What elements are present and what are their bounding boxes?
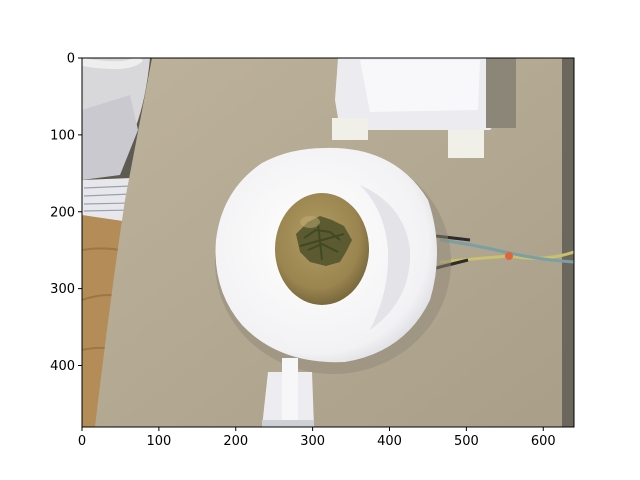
x-axis: 0 100 200 300 400 500 600: [78, 427, 556, 449]
y-tick-label: 200: [50, 205, 75, 220]
top-fixture-foot-right: [448, 130, 484, 158]
top-fixture-foot-left: [332, 118, 368, 140]
top-fixture-shadow: [486, 58, 516, 128]
wire-blue: [439, 238, 574, 264]
y-tick-label: 100: [50, 128, 75, 143]
x-tick-label: 500: [454, 434, 479, 449]
potato-sprout-detail: [299, 223, 345, 261]
x-tick-label: 0: [78, 434, 86, 449]
bottom-fixture-shadow: [262, 420, 314, 427]
y-axis: 0 100 200 300 400: [50, 52, 82, 374]
x-tick-label: 300: [300, 434, 325, 449]
plate-rim: [82, 58, 144, 70]
x-tick-label: 400: [377, 434, 402, 449]
x-tick-label: 600: [531, 434, 556, 449]
paper-lines: [83, 185, 131, 212]
y-tick-label: 400: [50, 359, 75, 374]
y-tick-label: 300: [50, 282, 75, 297]
potato-sprout-patch: [296, 216, 352, 266]
foam-inner-shadow: [360, 185, 411, 330]
potato-highlight: [300, 216, 320, 228]
top-fixture-inner: [360, 60, 480, 112]
crumpled-foil: [82, 95, 138, 180]
right-edge: [562, 58, 574, 427]
photo-image: [82, 58, 574, 427]
wire-marker: [505, 252, 513, 260]
bottom-fixture-stem: [282, 358, 298, 427]
axes-frame: [81, 57, 575, 428]
y-tick-label: 0: [67, 52, 75, 67]
x-tick-label: 100: [146, 434, 171, 449]
x-tick-label: 200: [223, 434, 248, 449]
